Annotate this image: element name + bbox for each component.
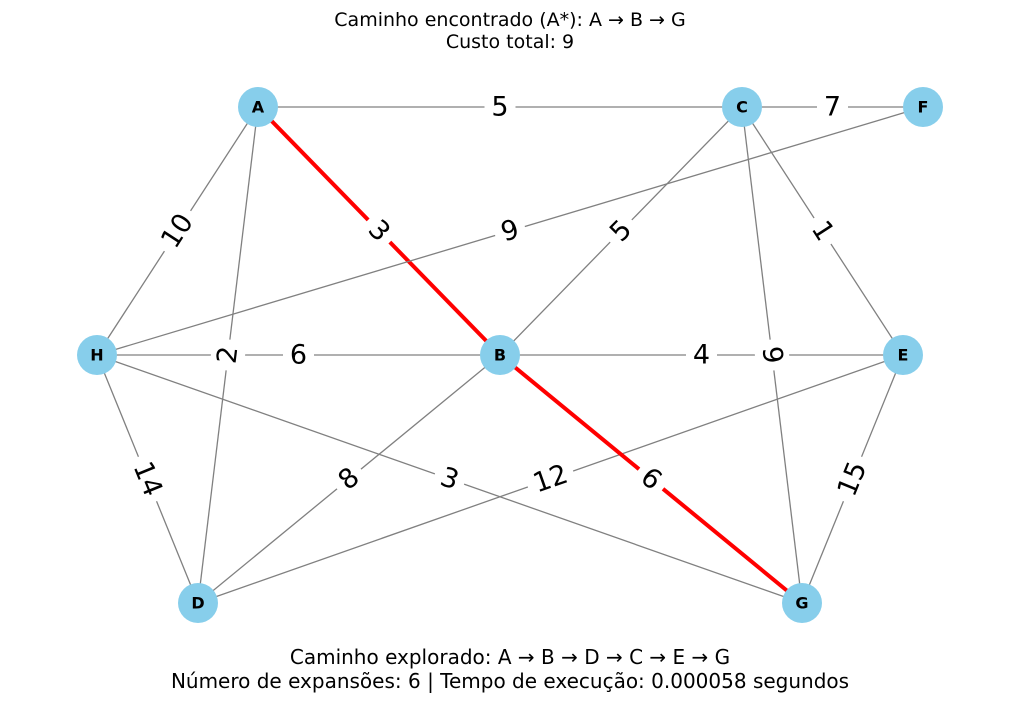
node-circle bbox=[480, 335, 520, 375]
edge-label-background bbox=[356, 208, 402, 254]
edge-label-D-E: 12 bbox=[522, 454, 579, 504]
node-D: D bbox=[178, 583, 218, 623]
edge-label-C-E: 1 bbox=[799, 208, 846, 254]
edge-label-background bbox=[817, 90, 848, 124]
node-circle bbox=[178, 583, 218, 623]
edge-label-background bbox=[628, 456, 674, 502]
node-label: C bbox=[736, 98, 748, 117]
edge-label-background bbox=[753, 337, 791, 373]
edge-label-H-G: 3 bbox=[429, 457, 470, 501]
edge-label-H-F: 9 bbox=[490, 210, 530, 252]
edge-label-background bbox=[150, 201, 205, 261]
edge-label-B-G: 6 bbox=[628, 456, 674, 502]
node-circle bbox=[903, 87, 943, 127]
title-line-1: Caminho encontrado (A*): A → B → G bbox=[334, 9, 685, 31]
edge-label-background bbox=[484, 90, 516, 124]
node-B: B bbox=[480, 335, 520, 375]
edge-label-background bbox=[122, 450, 173, 508]
edge-weight: 4 bbox=[693, 340, 710, 371]
edge-label-H-D: 14 bbox=[122, 450, 173, 508]
node-label: E bbox=[898, 346, 909, 365]
node-E: E bbox=[883, 335, 923, 375]
node-label: D bbox=[191, 594, 204, 613]
node-C: C bbox=[722, 87, 762, 127]
edge-weight: 9 bbox=[756, 345, 789, 366]
edge-label-background bbox=[522, 454, 579, 504]
node-label: A bbox=[252, 98, 265, 117]
footer-explored-path: Caminho explorado: A → B → D → C → E → G bbox=[290, 645, 730, 669]
node-circle bbox=[77, 335, 117, 375]
title-line-2: Custo total: 9 bbox=[446, 31, 574, 53]
node-circle bbox=[782, 583, 822, 623]
edge-label-C-F: 7 bbox=[817, 90, 848, 124]
edge-label-background bbox=[490, 210, 530, 252]
node-H: H bbox=[77, 335, 117, 375]
edge-label-background bbox=[827, 450, 878, 508]
edge-weight: 6 bbox=[290, 340, 307, 371]
edge-label-B-D: 8 bbox=[326, 456, 372, 502]
node-F: F bbox=[903, 87, 943, 127]
edge-label-background bbox=[799, 208, 846, 254]
edge-label-E-G: 15 bbox=[827, 450, 878, 508]
edge-label-background bbox=[326, 456, 372, 502]
edge-label-C-G: 9 bbox=[753, 337, 791, 373]
footer-stats: Número de expansões: 6 | Tempo de execuç… bbox=[171, 669, 849, 693]
node-G: G bbox=[782, 583, 822, 623]
node-label: B bbox=[494, 346, 506, 365]
edge-label-B-E: 4 bbox=[686, 338, 717, 372]
node-circle bbox=[883, 335, 923, 375]
edge-label-A-C: 5 bbox=[484, 90, 516, 124]
edge-label-background bbox=[686, 338, 717, 372]
edge-label-H-B: 6 bbox=[283, 338, 314, 372]
edge-weight: 5 bbox=[491, 92, 508, 123]
node-circle bbox=[722, 87, 762, 127]
edge-label-background bbox=[429, 457, 470, 501]
edge-label-A-D: 2 bbox=[209, 337, 247, 373]
edge-label-A-H: 10 bbox=[150, 201, 205, 261]
edge-weight: 2 bbox=[212, 345, 245, 366]
node-label: G bbox=[795, 594, 808, 613]
edge-weight: 7 bbox=[824, 92, 841, 123]
edge-label-background bbox=[598, 208, 644, 254]
edge-label-background bbox=[209, 337, 247, 373]
nodes-layer: A C F H B E D G bbox=[77, 87, 943, 623]
edge-label-background bbox=[283, 338, 314, 372]
node-A: A bbox=[238, 87, 278, 127]
node-label: F bbox=[918, 98, 929, 117]
node-label: H bbox=[90, 346, 103, 365]
node-circle bbox=[238, 87, 278, 127]
